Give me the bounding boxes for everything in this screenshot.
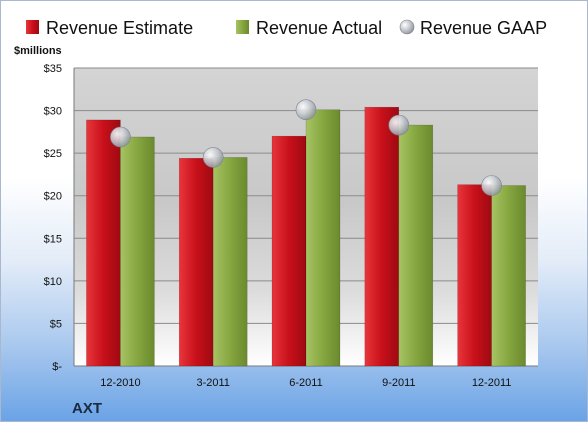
legend-swatch xyxy=(26,20,39,34)
legend-label: Revenue Estimate xyxy=(46,18,193,38)
bar-estimate xyxy=(178,158,214,367)
y-tick-label: $25 xyxy=(44,148,62,160)
bar-estimate xyxy=(457,184,492,367)
x-tick-label: 12-2010 xyxy=(100,377,140,389)
legend-label: Revenue Actual xyxy=(256,18,382,38)
y-tick-label: $15 xyxy=(44,233,62,245)
y-tick-label: $5 xyxy=(50,318,62,330)
bars xyxy=(86,106,526,367)
bar-estimate xyxy=(364,106,400,367)
bar-actual xyxy=(120,136,155,367)
y-tick-label: $10 xyxy=(44,276,62,288)
legend-label: Revenue GAAP xyxy=(420,18,547,38)
gaap-marker xyxy=(481,175,502,196)
legend-swatch xyxy=(236,20,249,34)
ticker-label: AXT xyxy=(72,400,102,417)
y-tick-label: $35 xyxy=(44,63,62,75)
legend: Revenue Estimate Revenue Actual Revenue GA… xyxy=(26,18,547,38)
bar-actual xyxy=(212,157,248,367)
legend-swatch xyxy=(399,19,415,35)
bar-actual xyxy=(398,124,434,367)
gaap-marker xyxy=(388,114,410,136)
x-tick-label: 12-2011 xyxy=(472,377,512,389)
x-tick-label: 9-2011 xyxy=(382,377,415,389)
gaap-markers xyxy=(110,99,502,196)
x-tick-label: 3-2011 xyxy=(196,377,229,389)
y-tick-label: $- xyxy=(52,361,62,373)
y-tick-label: $20 xyxy=(44,191,62,203)
bar-estimate xyxy=(86,119,121,367)
y-tick-label: $30 xyxy=(44,106,62,118)
bar-actual xyxy=(305,109,341,367)
unit-label: $millions xyxy=(14,45,62,57)
bar-estimate xyxy=(271,135,307,367)
x-axis: 12-2010 3-2011 6-2011 9-2011 12-2011 xyxy=(100,377,511,389)
bar-actual xyxy=(491,185,526,367)
x-tick-label: 6-2011 xyxy=(289,377,322,389)
gaap-marker xyxy=(295,99,317,121)
gaap-marker xyxy=(202,147,224,168)
gaap-marker xyxy=(110,126,131,148)
